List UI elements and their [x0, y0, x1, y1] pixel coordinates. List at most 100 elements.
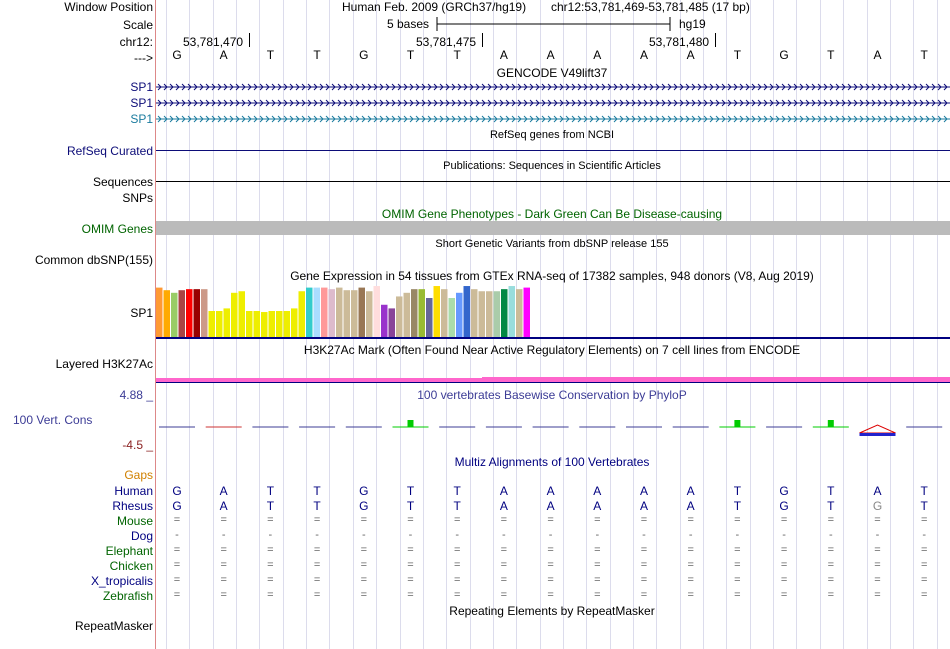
- gtex-tissue-bar[interactable]: [231, 292, 238, 337]
- gaps-label[interactable]: Gaps: [124, 468, 153, 482]
- phylop-bar[interactable]: [859, 433, 896, 436]
- gtex-tissue-bar[interactable]: [403, 292, 411, 337]
- gtex-tissue-bar[interactable]: [283, 311, 291, 337]
- strand-arrow: [193, 115, 198, 123]
- species-label[interactable]: Rhesus: [112, 499, 153, 513]
- cons-label[interactable]: 100 Vert. Cons: [13, 413, 93, 427]
- strand-arrow: [157, 115, 162, 123]
- gtex-tissue-bar[interactable]: [456, 292, 463, 337]
- refseq-line[interactable]: [156, 150, 950, 151]
- gtex-tissue-bar[interactable]: [276, 311, 283, 337]
- gtex-tissue-bar[interactable]: [523, 287, 531, 337]
- gtex-tissue-bar[interactable]: [156, 287, 163, 337]
- pubs-line[interactable]: [156, 181, 950, 182]
- phylop-negative[interactable]: [859, 424, 896, 434]
- repeat-title[interactable]: Repeating Elements by RepeatMasker: [449, 604, 655, 618]
- gtex-tissue-bar[interactable]: [508, 286, 516, 337]
- repeat-label[interactable]: RepeatMasker: [74, 619, 153, 633]
- gtex-tissue-bar[interactable]: [208, 311, 216, 337]
- gtex-tissue-bar[interactable]: [223, 308, 231, 337]
- gtex-label[interactable]: SP1: [130, 306, 153, 320]
- species-label[interactable]: Human: [114, 484, 153, 498]
- gtex-tissue-bar[interactable]: [411, 289, 418, 337]
- gtex-tissue-bar[interactable]: [163, 290, 171, 337]
- gtex-tissue-bar[interactable]: [171, 292, 178, 337]
- gtex-tissue-bar[interactable]: [351, 290, 358, 337]
- gtex-tissue-bar[interactable]: [216, 311, 223, 337]
- strand-arrow: [679, 99, 684, 107]
- strand-arrow: [805, 99, 810, 107]
- snps-label[interactable]: SNPs: [122, 191, 153, 205]
- phylop-bar[interactable]: [407, 420, 414, 427]
- pubs-title[interactable]: Publications: Sequences in Scientific Ar…: [443, 160, 661, 172]
- gtex-tissue-bar[interactable]: [493, 291, 501, 337]
- gtex-tissue-bar[interactable]: [471, 289, 478, 337]
- gtex-tissue-bar[interactable]: [298, 291, 306, 337]
- h3k27-label[interactable]: Layered H3K27Ac: [55, 357, 153, 371]
- gtex-tissue-bar[interactable]: [448, 298, 456, 337]
- gtex-tissue-bar[interactable]: [358, 287, 366, 337]
- gtex-tissue-bar[interactable]: [486, 291, 493, 337]
- gtex-tissue-bar[interactable]: [501, 289, 508, 337]
- species-label[interactable]: Elephant: [105, 544, 153, 558]
- gtex-tissue-bar[interactable]: [441, 289, 448, 337]
- gtex-title[interactable]: Gene Expression in 54 tissues from GTEx …: [290, 269, 814, 283]
- gtex-tissue-bar[interactable]: [418, 289, 426, 337]
- phylop-bar[interactable]: [827, 420, 834, 427]
- gtex-tissue-bar[interactable]: [253, 311, 261, 337]
- gtex-tissue-bar[interactable]: [396, 296, 403, 337]
- gencode-transcripts[interactable]: [156, 80, 950, 128]
- gtex-tissue-bar[interactable]: [313, 287, 321, 337]
- dbsnp-label[interactable]: Common dbSNP(155): [34, 253, 153, 267]
- phylop-bar[interactable]: [734, 420, 741, 427]
- gtex-tissue-bar[interactable]: [328, 289, 336, 337]
- species-label[interactable]: Dog: [130, 529, 153, 543]
- gtex-tissue-bar[interactable]: [321, 287, 328, 337]
- gtex-tissue-bar[interactable]: [238, 291, 246, 337]
- gtex-tissue-bar[interactable]: [478, 291, 486, 337]
- gencode-gene-3[interactable]: SP1: [130, 112, 153, 126]
- gtex-tissue-bar[interactable]: [186, 289, 193, 337]
- sequences-label[interactable]: Sequences: [92, 175, 153, 189]
- refseq-label[interactable]: RefSeq Curated: [66, 144, 153, 158]
- h3k27-signal[interactable]: [156, 376, 950, 384]
- species-label[interactable]: Chicken: [109, 559, 153, 573]
- gtex-tissue-bar[interactable]: [201, 289, 208, 337]
- gtex-tissue-bar[interactable]: [463, 286, 471, 337]
- gtex-tissue-bar[interactable]: [366, 291, 373, 337]
- position-text[interactable]: chr12:53,781,469-53,781,485 (17 bp): [551, 0, 750, 14]
- gtex-tissue-bar[interactable]: [268, 311, 276, 337]
- omim-title[interactable]: OMIM Gene Phenotypes - Dark Green Can Be…: [381, 207, 723, 221]
- refseq-title[interactable]: RefSeq genes from NCBI: [489, 129, 615, 141]
- gtex-tissue-bar[interactable]: [246, 311, 253, 337]
- phylop-chart[interactable]: [156, 400, 950, 444]
- gtex-tissue-bar[interactable]: [343, 290, 351, 337]
- assembly-text[interactable]: Human Feb. 2009 (GRCh37/hg19): [342, 0, 527, 14]
- gtex-tissue-bar[interactable]: [291, 308, 298, 337]
- gtex-expression-chart[interactable]: [156, 285, 556, 337]
- gtex-tissue-bar[interactable]: [336, 287, 343, 337]
- omim-label[interactable]: OMIM Genes: [81, 222, 153, 236]
- gencode-gene-2[interactable]: SP1: [130, 96, 153, 110]
- gtex-tissue-bar[interactable]: [381, 304, 388, 337]
- gencode-title[interactable]: GENCODE V49lift37: [496, 66, 608, 80]
- gtex-tissue-bar[interactable]: [178, 290, 186, 337]
- dbsnp-title[interactable]: Short Genetic Variants from dbSNP releas…: [435, 238, 669, 250]
- species-label[interactable]: Mouse: [116, 514, 153, 528]
- strand-arrow: [757, 99, 762, 107]
- multiz-title[interactable]: Multiz Alignments of 100 Vertebrates: [454, 455, 650, 469]
- omim-gene-bar[interactable]: [156, 221, 950, 235]
- gencode-gene-1[interactable]: SP1: [130, 80, 153, 94]
- species-label[interactable]: Zebrafish: [102, 589, 153, 603]
- cons-title[interactable]: 100 vertebrates Basewise Conservation by…: [417, 388, 687, 402]
- gtex-tissue-bar[interactable]: [426, 298, 433, 337]
- gtex-tissue-bar[interactable]: [306, 287, 313, 337]
- gtex-tissue-bar[interactable]: [261, 312, 268, 337]
- gtex-tissue-bar[interactable]: [388, 308, 396, 337]
- gtex-tissue-bar[interactable]: [373, 286, 381, 337]
- gtex-tissue-bar[interactable]: [193, 289, 201, 337]
- h3k27-title[interactable]: H3K27Ac Mark (Often Found Near Active Re…: [303, 343, 801, 357]
- gtex-tissue-bar[interactable]: [516, 289, 523, 337]
- species-label[interactable]: X_tropicalis: [90, 574, 153, 588]
- gtex-tissue-bar[interactable]: [433, 286, 441, 337]
